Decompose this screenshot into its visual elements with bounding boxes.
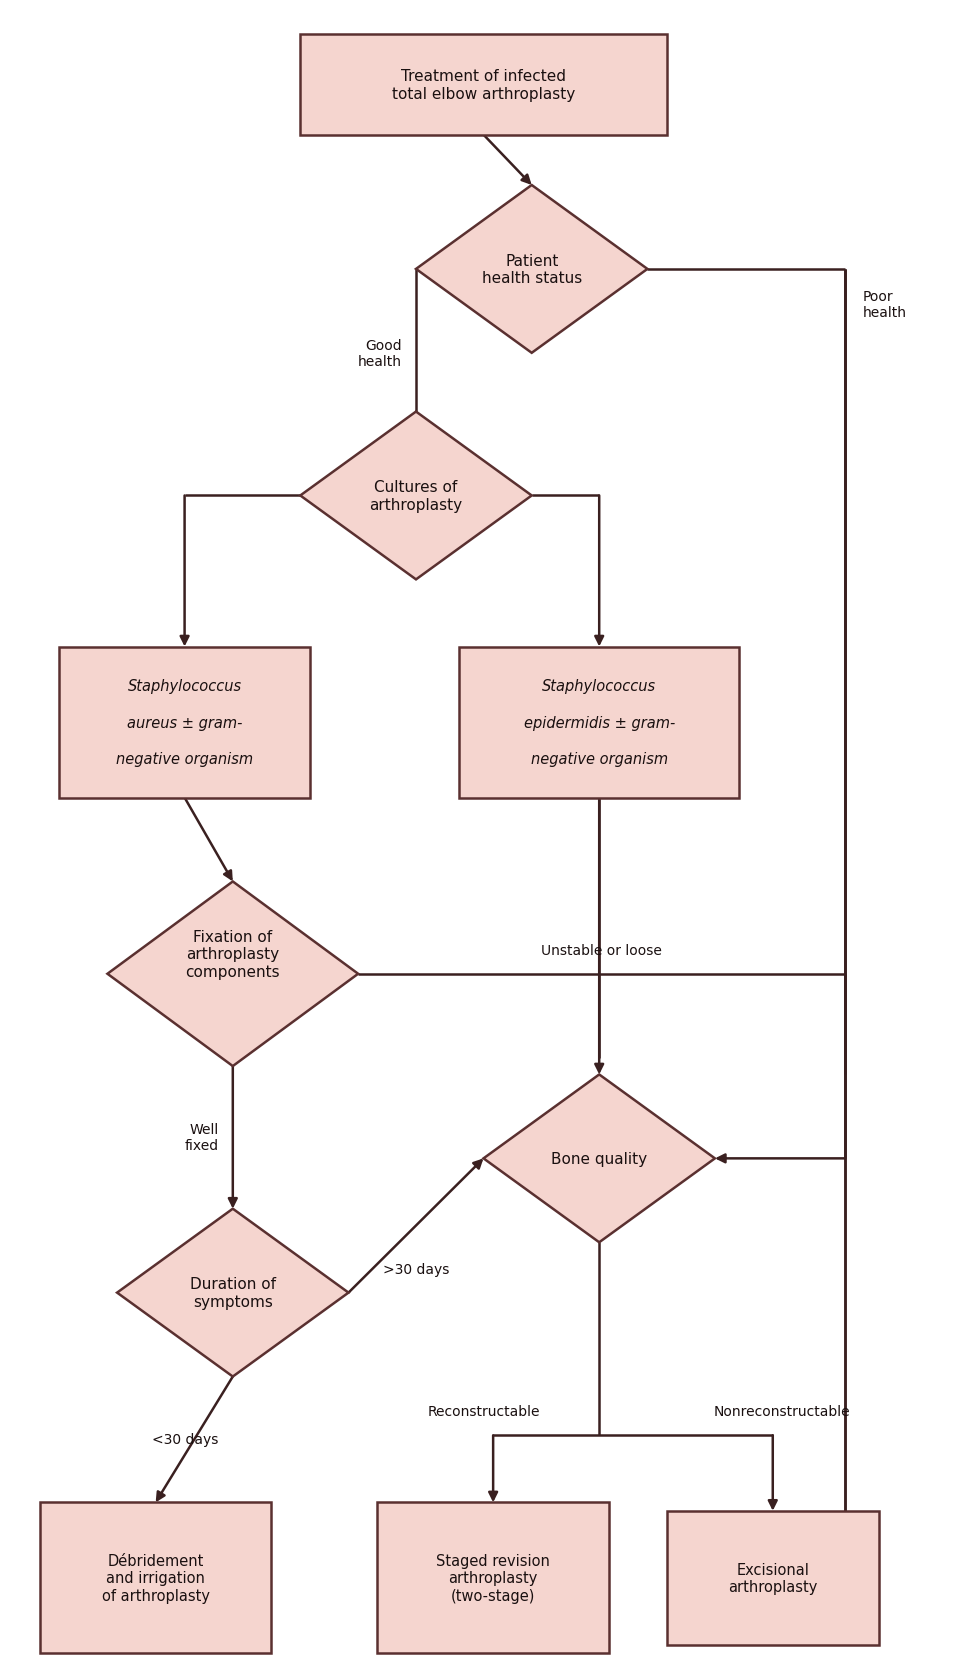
Polygon shape bbox=[107, 882, 358, 1067]
Text: Unstable or loose: Unstable or loose bbox=[542, 944, 662, 958]
Bar bbox=[301, 35, 666, 136]
Bar bbox=[459, 647, 739, 798]
Bar bbox=[40, 1502, 272, 1653]
Text: epidermidis ± gram-: epidermidis ± gram- bbox=[523, 716, 675, 731]
Polygon shape bbox=[301, 412, 532, 580]
Text: aureus ± gram-: aureus ± gram- bbox=[127, 716, 243, 731]
Polygon shape bbox=[484, 1075, 715, 1243]
Text: Staphylococcus: Staphylococcus bbox=[542, 679, 657, 694]
Text: Poor
health: Poor health bbox=[863, 291, 906, 321]
Text: Cultures of
arthroplasty: Cultures of arthroplasty bbox=[369, 480, 462, 512]
Polygon shape bbox=[416, 186, 648, 353]
Text: Nonreconstructable: Nonreconstructable bbox=[714, 1404, 851, 1418]
Text: Fixation of
arthroplasty
components: Fixation of arthroplasty components bbox=[186, 929, 280, 979]
Polygon shape bbox=[117, 1210, 348, 1376]
Text: Excisional
arthroplasty: Excisional arthroplasty bbox=[728, 1562, 817, 1594]
Text: negative organism: negative organism bbox=[116, 753, 253, 768]
Text: Duration of
symptoms: Duration of symptoms bbox=[190, 1277, 276, 1309]
Text: Patient
health status: Patient health status bbox=[482, 254, 582, 286]
Text: Reconstructable: Reconstructable bbox=[427, 1404, 540, 1418]
Bar bbox=[59, 647, 310, 798]
Text: negative organism: negative organism bbox=[531, 753, 668, 768]
Text: Débridement
and irrigation
of arthroplasty: Débridement and irrigation of arthroplas… bbox=[102, 1552, 210, 1603]
Text: Staged revision
arthroplasty
(two-stage): Staged revision arthroplasty (two-stage) bbox=[436, 1552, 550, 1603]
Text: Good
health: Good health bbox=[358, 338, 401, 368]
Text: <30 days: <30 days bbox=[152, 1433, 219, 1446]
Text: Well
fixed: Well fixed bbox=[185, 1122, 219, 1152]
Text: Treatment of infected
total elbow arthroplasty: Treatment of infected total elbow arthro… bbox=[392, 69, 575, 101]
Text: Bone quality: Bone quality bbox=[551, 1151, 647, 1166]
Bar bbox=[377, 1502, 609, 1653]
Bar bbox=[666, 1510, 879, 1645]
Text: >30 days: >30 days bbox=[383, 1262, 450, 1277]
Text: Staphylococcus: Staphylococcus bbox=[128, 679, 242, 694]
